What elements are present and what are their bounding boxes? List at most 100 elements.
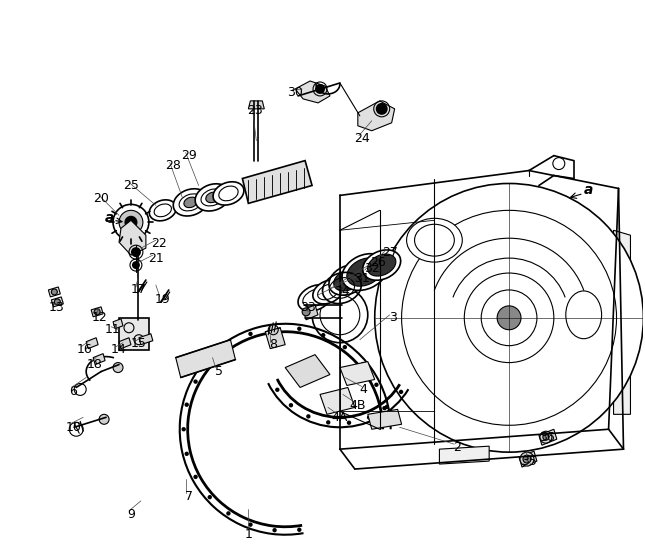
Circle shape bbox=[306, 414, 310, 419]
Polygon shape bbox=[243, 160, 312, 203]
Ellipse shape bbox=[362, 250, 401, 280]
Text: 24: 24 bbox=[354, 132, 370, 145]
Circle shape bbox=[131, 247, 141, 257]
Polygon shape bbox=[93, 354, 105, 364]
Text: 1: 1 bbox=[244, 528, 252, 541]
Polygon shape bbox=[368, 409, 402, 429]
Polygon shape bbox=[340, 362, 375, 386]
Polygon shape bbox=[91, 307, 103, 317]
Ellipse shape bbox=[347, 258, 382, 286]
Text: 18: 18 bbox=[86, 358, 102, 371]
Text: 15: 15 bbox=[131, 337, 147, 350]
Polygon shape bbox=[295, 81, 330, 103]
Polygon shape bbox=[175, 340, 235, 377]
Ellipse shape bbox=[329, 265, 367, 295]
Circle shape bbox=[194, 380, 198, 384]
Polygon shape bbox=[86, 338, 98, 349]
Circle shape bbox=[342, 345, 347, 349]
Text: 26: 26 bbox=[370, 255, 386, 268]
Circle shape bbox=[315, 84, 325, 94]
Polygon shape bbox=[113, 319, 123, 329]
Circle shape bbox=[497, 306, 521, 330]
Circle shape bbox=[367, 415, 372, 420]
Text: 20: 20 bbox=[93, 192, 109, 205]
Text: 25: 25 bbox=[123, 179, 139, 192]
Text: a: a bbox=[584, 183, 593, 197]
Circle shape bbox=[361, 362, 365, 366]
Polygon shape bbox=[48, 287, 61, 297]
Polygon shape bbox=[519, 451, 537, 467]
Circle shape bbox=[94, 309, 100, 315]
Text: 11: 11 bbox=[105, 323, 121, 337]
Polygon shape bbox=[119, 338, 131, 349]
Circle shape bbox=[375, 183, 644, 452]
Circle shape bbox=[275, 387, 279, 392]
Circle shape bbox=[132, 261, 140, 269]
Text: 4: 4 bbox=[360, 383, 368, 396]
Polygon shape bbox=[119, 220, 146, 255]
Ellipse shape bbox=[313, 280, 343, 304]
Polygon shape bbox=[613, 230, 630, 278]
Text: 14: 14 bbox=[111, 343, 127, 356]
Circle shape bbox=[181, 427, 186, 432]
Circle shape bbox=[520, 452, 534, 466]
Circle shape bbox=[302, 308, 310, 316]
Polygon shape bbox=[320, 387, 355, 414]
Text: 21: 21 bbox=[148, 252, 164, 264]
Circle shape bbox=[543, 434, 549, 440]
Circle shape bbox=[208, 495, 212, 499]
Text: 23: 23 bbox=[248, 105, 263, 117]
Text: 6: 6 bbox=[69, 385, 77, 398]
Circle shape bbox=[297, 326, 301, 331]
Text: 16: 16 bbox=[76, 343, 92, 356]
Text: 34: 34 bbox=[334, 286, 350, 299]
Circle shape bbox=[54, 299, 61, 305]
Circle shape bbox=[321, 333, 325, 337]
Text: 30: 30 bbox=[287, 87, 303, 100]
Circle shape bbox=[399, 390, 403, 394]
Circle shape bbox=[248, 523, 253, 527]
Circle shape bbox=[119, 210, 143, 234]
Text: 22: 22 bbox=[151, 236, 166, 250]
Circle shape bbox=[272, 528, 277, 532]
Circle shape bbox=[113, 363, 123, 372]
Polygon shape bbox=[285, 354, 330, 387]
Text: 10: 10 bbox=[65, 421, 81, 434]
Polygon shape bbox=[52, 297, 63, 307]
Ellipse shape bbox=[406, 219, 462, 262]
Circle shape bbox=[312, 287, 368, 343]
Circle shape bbox=[272, 326, 277, 330]
Text: 13: 13 bbox=[48, 301, 64, 314]
Circle shape bbox=[226, 511, 231, 515]
Text: 28: 28 bbox=[165, 159, 181, 172]
Polygon shape bbox=[248, 101, 264, 109]
Text: a: a bbox=[104, 211, 114, 225]
Circle shape bbox=[99, 414, 109, 424]
Circle shape bbox=[382, 406, 386, 410]
Circle shape bbox=[297, 528, 301, 532]
Text: 36: 36 bbox=[539, 431, 555, 444]
Text: 4A: 4A bbox=[332, 411, 348, 424]
Text: 32: 32 bbox=[364, 262, 380, 274]
Polygon shape bbox=[139, 334, 153, 345]
Text: 7: 7 bbox=[184, 490, 193, 504]
Circle shape bbox=[52, 289, 57, 295]
Circle shape bbox=[384, 405, 389, 409]
Circle shape bbox=[248, 331, 253, 336]
Circle shape bbox=[208, 359, 212, 363]
Circle shape bbox=[194, 475, 198, 479]
Circle shape bbox=[268, 325, 278, 335]
Polygon shape bbox=[119, 318, 149, 349]
Ellipse shape bbox=[174, 189, 208, 216]
Text: 9: 9 bbox=[127, 508, 135, 522]
Circle shape bbox=[226, 343, 231, 347]
Text: 33: 33 bbox=[300, 301, 316, 314]
Text: 8: 8 bbox=[269, 338, 277, 351]
Ellipse shape bbox=[206, 192, 219, 203]
Text: 17: 17 bbox=[131, 283, 147, 296]
Ellipse shape bbox=[298, 285, 332, 311]
Text: 29: 29 bbox=[181, 149, 197, 162]
Polygon shape bbox=[539, 429, 557, 445]
Circle shape bbox=[125, 216, 137, 228]
Text: 31: 31 bbox=[354, 272, 370, 285]
